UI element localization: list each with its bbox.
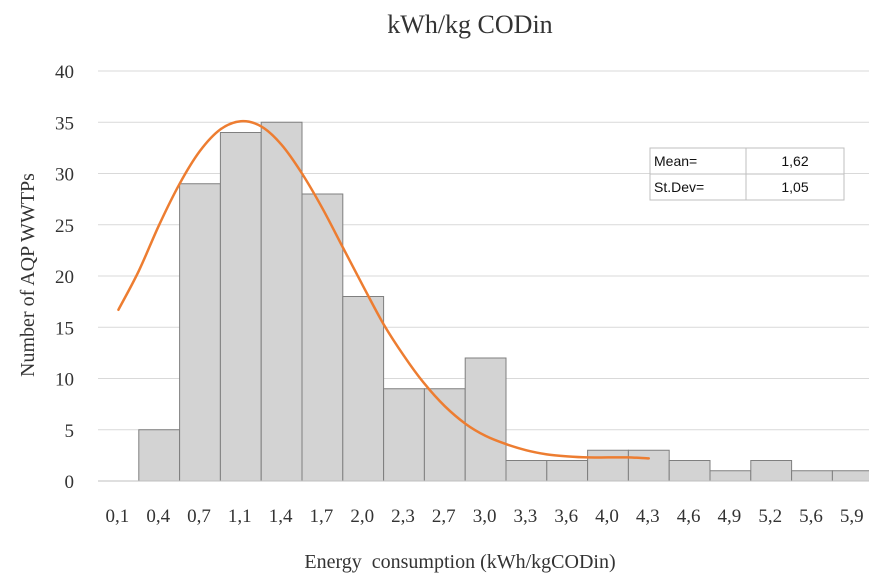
histogram-bar [668,460,711,482]
histogram-bar [546,460,589,482]
x-tick-label: 1,1 [228,506,252,527]
histogram-bar [219,132,262,482]
x-tick-label: 4,6 [677,506,701,527]
histogram-bar [383,388,425,482]
x-tick-label: 4,9 [718,506,742,527]
x-tick-label: 2,0 [350,506,374,527]
chart-title: kWh/kg CODin [387,10,552,39]
histogram-bar [179,183,221,482]
y-tick-label: 30 [55,165,74,186]
stats-table: Mean= 1,62 St.Dev= 1,05 [649,147,845,201]
y-tick-label: 0 [65,472,75,493]
x-tick-label: 3,6 [554,506,578,527]
x-tick-label: 0,1 [106,506,130,527]
x-tick-label: 0,4 [146,506,170,527]
x-tick-label: 3,0 [473,506,497,527]
normal-distribution-curve [117,119,651,460]
x-axis-ticks: 0,1 0,4 0,7 1,1 1,4 1,7 2,0 2,3 2,7 3,0 3,3 3,6 4,0 4… [106,506,864,527]
x-tick-label: 4,3 [636,506,660,527]
y-tick-label: 25 [55,216,74,237]
histogram-bars [138,121,869,482]
histogram-bar [423,388,466,482]
stats-label: St.Dev= [654,179,704,195]
y-tick-label: 5 [65,421,75,442]
histogram-bar [791,470,833,482]
x-tick-label: 2,7 [432,506,456,527]
y-tick-label: 35 [55,113,74,134]
stats-label: Mean= [654,153,697,169]
y-axis-label: Number of AQP WWTPs [17,173,39,377]
y-tick-label: 15 [55,318,74,339]
histogram-bar [831,470,869,482]
x-tick-label: 0,7 [187,506,211,527]
stats-value: 1,05 [781,179,808,195]
histogram-bar [138,429,181,482]
histogram-bar [260,121,303,482]
histogram-bar [750,460,793,482]
x-tick-label: 5,2 [758,506,782,527]
x-tick-label: 1,4 [269,506,293,527]
x-tick-label: 5,9 [840,506,864,527]
x-tick-label: 4,0 [595,506,619,527]
stats-value: 1,62 [781,153,808,169]
histogram-bar [342,296,385,482]
y-tick-label: 20 [55,267,74,288]
y-tick-label: 40 [55,62,74,83]
histogram-bar [505,460,548,482]
histogram-bar [709,470,752,482]
x-axis-label: Energy consumption (kWh/kgCODin) [304,551,615,573]
histogram-bar [627,449,670,482]
x-tick-label: 5,6 [799,506,823,527]
y-tick-label: 10 [55,370,74,391]
histogram-bar [464,357,507,482]
x-tick-label: 1,7 [310,506,334,527]
x-tick-label: 3,3 [514,506,538,527]
x-tick-label: 2,3 [391,506,415,527]
histogram-bar [587,449,629,482]
y-axis-ticks: 0 5 10 15 20 25 30 35 40 [55,62,74,493]
